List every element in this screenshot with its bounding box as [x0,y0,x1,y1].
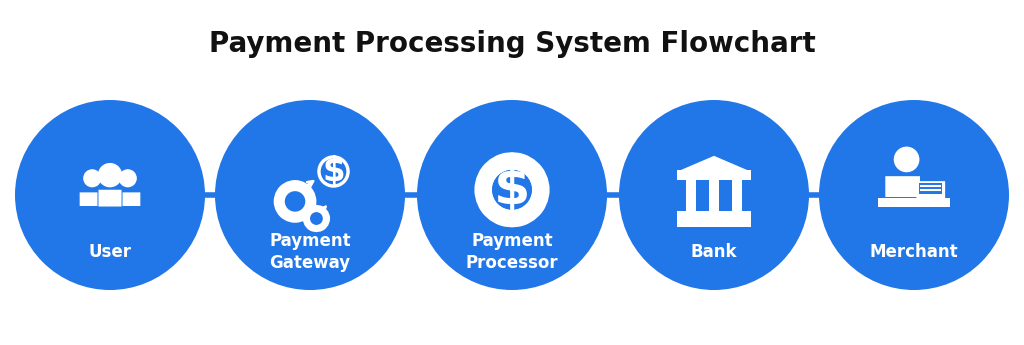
FancyBboxPatch shape [916,181,945,199]
Circle shape [493,170,531,210]
Circle shape [285,191,305,212]
Circle shape [894,147,920,172]
Text: Merchant: Merchant [869,243,958,261]
Polygon shape [474,152,550,227]
Bar [879,198,949,207]
Circle shape [317,155,350,188]
Circle shape [215,100,406,290]
Circle shape [618,100,809,290]
Text: User: User [88,243,131,261]
Text: Payment
Processor: Payment Processor [466,232,558,272]
FancyBboxPatch shape [80,193,97,206]
Text: Payment Processing System Flowchart: Payment Processing System Flowchart [209,30,815,58]
Bar [919,183,942,194]
Polygon shape [678,156,751,171]
FancyBboxPatch shape [98,190,122,207]
Circle shape [417,100,607,290]
Circle shape [819,100,1009,290]
Circle shape [310,212,323,225]
Text: Payment
Gateway: Payment Gateway [269,232,351,272]
Polygon shape [303,205,330,232]
FancyBboxPatch shape [123,193,140,206]
Text: Bank: Bank [691,243,737,261]
Circle shape [321,159,346,184]
Bar [678,220,751,227]
Circle shape [98,164,122,187]
Circle shape [120,170,136,187]
Bar [709,171,719,211]
Text: $: $ [323,155,345,188]
Bar [678,211,751,220]
Circle shape [493,170,531,210]
Circle shape [84,170,100,187]
Polygon shape [273,180,316,223]
Text: $: $ [494,165,530,215]
Bar [686,171,696,211]
FancyBboxPatch shape [886,176,920,197]
Bar [732,171,742,211]
Bar [678,170,751,180]
Circle shape [15,100,205,290]
